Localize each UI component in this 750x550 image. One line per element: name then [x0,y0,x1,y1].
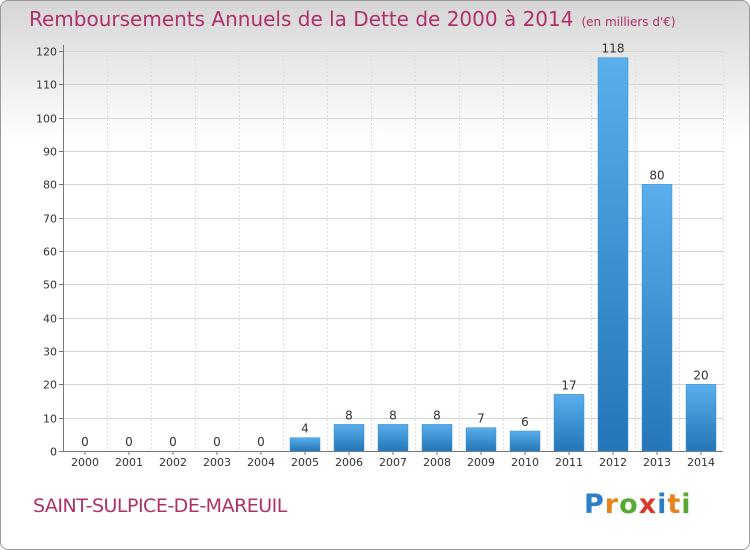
y-tick-label: 40 [43,313,57,326]
chart-title-text: Remboursements Annuels de la Dette de 20… [29,7,574,31]
x-tick-label-2012: 2012 [599,456,627,469]
value-label-2011: 17 [561,378,576,392]
bar-2005 [289,437,321,452]
logo-letter: i [681,489,692,520]
logo-letter: o [619,489,639,520]
x-tick-label-2011: 2011 [555,456,583,469]
x-tick-label-2007: 2007 [379,456,407,469]
axes [59,45,723,455]
y-tick-label: 60 [43,246,57,259]
value-label-2007: 8 [389,408,397,422]
value-label-2010: 6 [521,415,529,429]
x-tick-label-2000: 2000 [71,456,99,469]
value-label-2005: 4 [301,422,309,436]
value-label-2008: 8 [433,408,441,422]
value-label-2014: 20 [693,368,708,382]
value-label-2012: 118 [602,42,625,56]
bar-2010 [509,430,541,452]
chart-title: Remboursements Annuels de la Dette de 20… [29,7,676,31]
y-tick-label: 50 [43,279,57,292]
value-label-2001: 0 [125,435,133,449]
value-label-2013: 80 [649,168,664,182]
value-label-2002: 0 [169,435,177,449]
value-label-2000: 0 [81,435,89,449]
y-tick-label: 70 [43,213,57,226]
commune-name: SAINT-SULPICE-DE-MAREUIL [33,495,287,517]
labels: 0102030405060708090100110120020000200102… [36,42,715,469]
x-tick-label-2001: 2001 [115,456,143,469]
y-tick-label: 90 [43,146,57,159]
x-tick-label-2005: 2005 [291,456,319,469]
logo-letter: x [638,489,658,520]
bar-2009 [465,427,497,452]
logo-letter: r [604,489,620,520]
bar-2013 [641,184,673,452]
bar-2008 [421,424,453,452]
bar-2012 [597,57,629,452]
chart-subtitle: (en milliers d'€) [581,15,676,29]
proxiti-logo[interactable]: Proxiti [584,489,692,520]
y-tick-label: 110 [36,79,57,92]
bar-2006 [333,424,365,452]
x-tick-label-2003: 2003 [203,456,231,469]
bar-2007 [377,424,409,452]
y-tick-label: 30 [43,346,57,359]
logo-letter: t [667,489,682,520]
y-tick-label: 10 [43,413,57,426]
value-label-2004: 0 [257,435,265,449]
value-label-2006: 8 [345,408,353,422]
logo-letter: i [657,489,668,520]
x-tick-label-2004: 2004 [247,456,275,469]
x-tick-label-2013: 2013 [643,456,671,469]
x-tick-label-2002: 2002 [159,456,187,469]
x-tick-label-2009: 2009 [467,456,495,469]
x-tick-label-2010: 2010 [511,456,539,469]
logo-letter: P [584,489,605,520]
y-tick-label: 100 [36,113,57,126]
x-tick-label-2008: 2008 [423,456,451,469]
y-tick-label: 0 [50,446,57,459]
bar-2014 [685,384,717,452]
bars [289,57,717,452]
value-label-2003: 0 [213,435,221,449]
value-label-2009: 7 [477,412,485,426]
y-tick-label: 20 [43,379,57,392]
bar-2011 [553,394,585,452]
x-tick-label-2014: 2014 [687,456,715,469]
x-tick-label-2006: 2006 [335,456,363,469]
y-tick-label: 120 [36,46,57,59]
y-tick-label: 80 [43,179,57,192]
